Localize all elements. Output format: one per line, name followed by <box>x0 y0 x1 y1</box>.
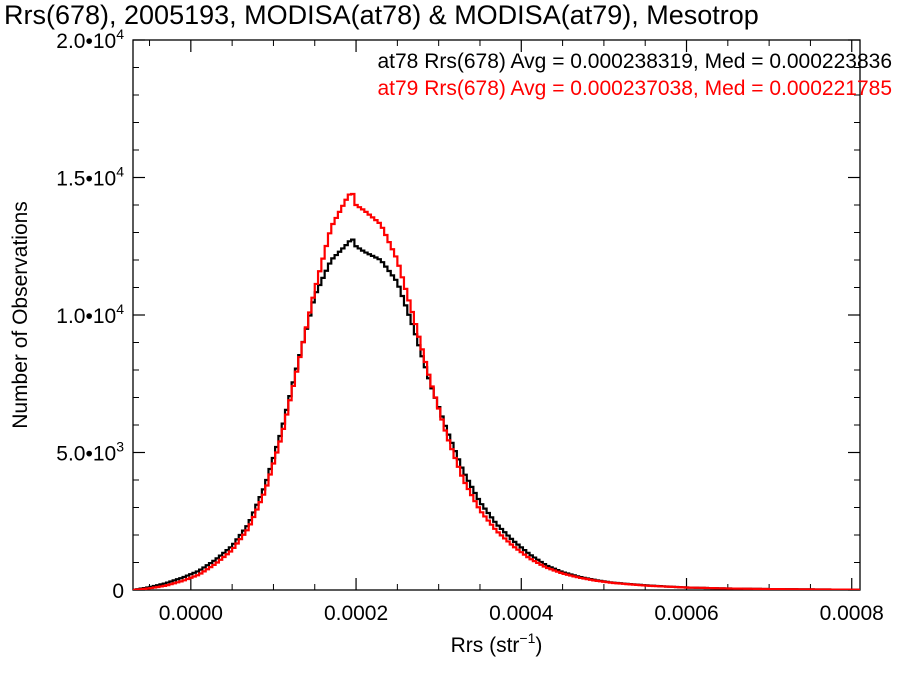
y-tick-label: 1.0•104 <box>56 301 124 328</box>
stats-annotation-1: at78 Rrs(678) Avg = 0.000238319, Med = 0… <box>377 50 892 73</box>
plot-frame <box>132 39 861 591</box>
y-axis-label: Number of Observations <box>9 201 32 429</box>
x-tick-label: 0.0002 <box>324 602 388 625</box>
y-tick-label: 1.5•104 <box>56 164 124 191</box>
x-tick-label: 0.0006 <box>654 602 718 625</box>
x-axis-label: Rrs (str−1) <box>451 630 543 657</box>
x-tick-label: 0.0000 <box>159 602 223 625</box>
y-tick-label: 0 <box>112 580 124 603</box>
y-tick-label: 5.0•103 <box>56 439 124 466</box>
y-tick-label: 2.0•104 <box>56 26 124 53</box>
chart-title: Rrs(678), 2005193, MODISA(at78) & MODISA… <box>4 0 759 30</box>
stats-annotation-2: at79 Rrs(678) Avg = 0.000237038, Med = 0… <box>377 77 892 100</box>
x-tick-label: 0.0004 <box>489 602 554 625</box>
series-at79 <box>133 192 860 590</box>
x-tick-label: 0.0008 <box>820 602 884 625</box>
